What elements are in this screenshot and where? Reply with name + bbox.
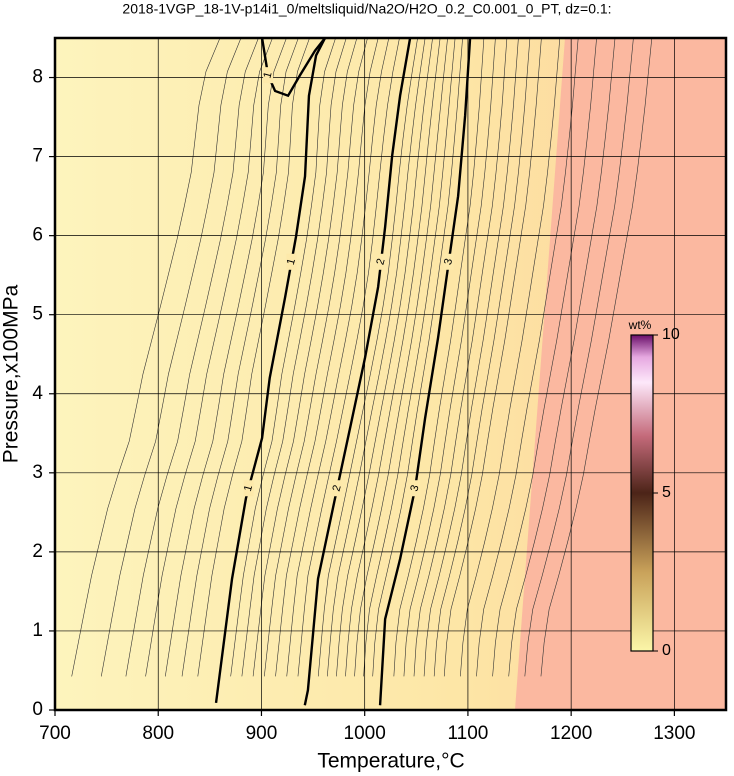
colorbar-label: wt% — [628, 318, 652, 332]
minor-contours — [71, 38, 653, 677]
y-tick-label: 5 — [32, 304, 43, 325]
contour-line — [378, 38, 472, 706]
minor-contour — [125, 38, 259, 677]
y-tick-label: 3 — [32, 462, 43, 483]
contour-label-bg — [263, 67, 274, 84]
contour-label-bg — [243, 480, 254, 497]
minor-contour — [317, 38, 418, 677]
minor-contour — [423, 38, 519, 677]
y-tick-label: 6 — [32, 225, 43, 246]
minor-contour — [540, 38, 653, 677]
minor-contour — [264, 38, 368, 677]
y-tick-label: 4 — [32, 383, 43, 404]
contour-label: 3 — [442, 257, 455, 266]
x-tick-label: 1000 — [344, 723, 386, 744]
contour-label: 1 — [285, 257, 298, 266]
contour-label-bg — [376, 253, 387, 270]
contour-label: 2 — [374, 257, 387, 266]
contour-label-bg — [443, 253, 454, 270]
x-tick-label: 1300 — [653, 723, 695, 744]
y-tick-label: 8 — [32, 67, 43, 88]
minor-contour — [286, 38, 389, 677]
minor-contour — [275, 38, 379, 677]
minor-contour — [476, 38, 579, 677]
minor-contour — [354, 38, 448, 677]
contour-label-bg — [286, 253, 297, 270]
minor-contour — [372, 38, 463, 677]
minor-contour — [145, 38, 273, 677]
minor-contour — [100, 38, 241, 677]
contour-label: 3 — [408, 484, 421, 493]
colorbar-scale — [630, 334, 654, 652]
minor-contour — [460, 38, 561, 677]
y-tick-label: 2 — [32, 541, 43, 562]
major-contours: 1 1 1 2 2 3 3 — [214, 38, 472, 706]
y-axis-label: Pressure,x100MPa — [0, 284, 23, 463]
y-tick-label: 1 — [32, 620, 43, 641]
minor-contour — [345, 38, 441, 677]
chart-title: 2018-1VGP_18-1V-p14i1_0/meltsliquid/Na2O… — [122, 1, 611, 17]
minor-contour — [252, 38, 357, 677]
x-tick-label: 700 — [39, 723, 71, 744]
contour-label-bg — [410, 480, 421, 497]
x-axis-label: Temperature,°C — [317, 750, 464, 773]
minor-contour — [443, 38, 542, 677]
colorbar-tick-label: 10 — [662, 326, 680, 343]
y-tick-label: 7 — [32, 146, 43, 167]
minor-contour — [433, 38, 531, 677]
contour-label: 2 — [331, 484, 344, 493]
contour-line — [214, 38, 327, 704]
minor-contour — [327, 38, 426, 677]
minor-contour — [393, 38, 485, 677]
colorbar-tick-label: 5 — [662, 484, 671, 501]
plot-frame — [53, 36, 728, 712]
minor-contour — [413, 38, 508, 677]
minor-contour — [241, 38, 347, 677]
minor-contour — [181, 38, 299, 677]
minor-contour — [492, 38, 597, 677]
minor-contour — [524, 38, 634, 677]
minor-contour — [297, 38, 400, 677]
minor-contour — [336, 38, 433, 677]
grid — [55, 38, 726, 710]
contour-line — [303, 38, 412, 706]
minor-contour — [230, 38, 336, 677]
minor-contour — [71, 38, 220, 677]
minor-contour — [363, 38, 456, 677]
x-tick-label: 900 — [246, 723, 278, 744]
colorbar-tick-label: 0 — [662, 642, 671, 659]
x-tick-label: 1200 — [550, 723, 592, 744]
y-tick-label: 0 — [32, 699, 43, 720]
minor-contour — [197, 38, 310, 677]
colorbar: wt% 0 5 10 — [628, 318, 680, 659]
minor-contour — [164, 38, 287, 677]
x-tick-label: 800 — [142, 723, 174, 744]
x-tick-label: 1100 — [447, 723, 488, 744]
contour-label: 1 — [261, 71, 274, 80]
contour-label-bg — [332, 480, 343, 497]
contour-label: 1 — [242, 484, 255, 493]
minor-contour — [403, 38, 496, 677]
